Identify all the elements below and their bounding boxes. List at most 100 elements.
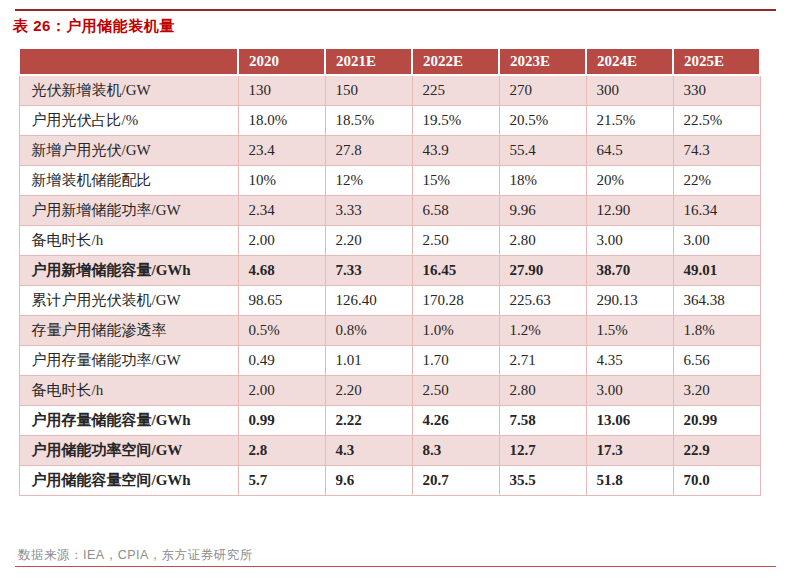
value-cell: 130	[238, 75, 325, 106]
value-cell: 2.34	[238, 196, 325, 226]
value-cell: 49.01	[673, 256, 760, 286]
value-cell: 150	[325, 75, 412, 106]
value-cell: 7.58	[499, 406, 586, 436]
value-cell: 16.45	[412, 256, 499, 286]
row-label: 户用储能功率空间/GW	[19, 436, 238, 466]
value-cell: 225	[412, 75, 499, 106]
value-cell: 12%	[325, 166, 412, 196]
value-cell: 3.00	[673, 226, 760, 256]
value-cell: 3.00	[586, 226, 673, 256]
value-cell: 19.5%	[412, 106, 499, 136]
row-label: 新增装机储能配比	[19, 166, 238, 196]
value-cell: 6.58	[412, 196, 499, 226]
table-title: 表 26：户用储能装机量	[13, 17, 175, 36]
header-row: 2020 2021E 2022E 2023E 2024E 2025E	[19, 48, 760, 75]
value-cell: 170.28	[412, 286, 499, 316]
value-cell: 27.8	[325, 136, 412, 166]
value-cell: 21.5%	[586, 106, 673, 136]
table-row: 新增装机储能配比10%12%15%18%20%22%	[19, 166, 760, 196]
value-cell: 300	[586, 75, 673, 106]
row-label: 户用新增储能容量/GWh	[19, 256, 238, 286]
value-cell: 1.01	[325, 346, 412, 376]
value-cell: 7.33	[325, 256, 412, 286]
table-row: 累计户用光伏装机/GW98.65126.40170.28225.63290.13…	[19, 286, 760, 316]
value-cell: 1.0%	[412, 316, 499, 346]
row-label: 户用新增储能功率/GW	[19, 196, 238, 226]
value-cell: 8.3	[412, 436, 499, 466]
value-cell: 38.70	[586, 256, 673, 286]
value-cell: 9.96	[499, 196, 586, 226]
value-cell: 22.9	[673, 436, 760, 466]
value-cell: 2.00	[238, 226, 325, 256]
table-row: 新增户用光伏/GW23.427.843.955.464.574.3	[19, 136, 760, 166]
table-body: 光伏新增装机/GW130150225270300330户用光伏占比/%18.0%…	[19, 75, 760, 496]
value-cell: 18%	[499, 166, 586, 196]
table-row: 备电时长/h2.002.202.502.803.003.20	[19, 376, 760, 406]
value-cell: 27.90	[499, 256, 586, 286]
value-cell: 0.49	[238, 346, 325, 376]
value-cell: 15%	[412, 166, 499, 196]
value-cell: 43.9	[412, 136, 499, 166]
value-cell: 70.0	[673, 466, 760, 496]
value-cell: 270	[499, 75, 586, 106]
value-cell: 20.5%	[499, 106, 586, 136]
col-header-2023e: 2023E	[499, 48, 586, 75]
value-cell: 290.13	[586, 286, 673, 316]
value-cell: 12.90	[586, 196, 673, 226]
value-cell: 12.7	[499, 436, 586, 466]
row-label: 累计户用光伏装机/GW	[19, 286, 238, 316]
row-label: 户用储能容量空间/GWh	[19, 466, 238, 496]
bottom-divider-rule	[15, 566, 776, 567]
col-header-2020: 2020	[238, 48, 325, 75]
value-cell: 2.20	[325, 226, 412, 256]
table-row: 户用新增储能功率/GW2.343.336.589.9612.9016.34	[19, 196, 760, 226]
table-row: 户用光伏占比/%18.0%18.5%19.5%20.5%21.5%22.5%	[19, 106, 760, 136]
value-cell: 13.06	[586, 406, 673, 436]
col-header-2025e: 2025E	[673, 48, 760, 75]
table-row: 光伏新增装机/GW130150225270300330	[19, 75, 760, 106]
top-divider-rule	[15, 9, 776, 11]
row-label: 备电时长/h	[19, 376, 238, 406]
household-storage-table: 2020 2021E 2022E 2023E 2024E 2025E 光伏新增装…	[18, 47, 761, 496]
table-row: 存量户用储能渗透率0.5%0.8%1.0%1.2%1.5%1.8%	[19, 316, 760, 346]
value-cell: 5.7	[238, 466, 325, 496]
value-cell: 3.00	[586, 376, 673, 406]
value-cell: 364.38	[673, 286, 760, 316]
value-cell: 16.34	[673, 196, 760, 226]
data-source-note: 数据来源：IEA，CPIA，东方证券研究所	[18, 547, 253, 564]
value-cell: 3.20	[673, 376, 760, 406]
value-cell: 18.5%	[325, 106, 412, 136]
row-label: 户用存量储能容量/GWh	[19, 406, 238, 436]
value-cell: 1.8%	[673, 316, 760, 346]
value-cell: 225.63	[499, 286, 586, 316]
value-cell: 2.80	[499, 226, 586, 256]
value-cell: 2.20	[325, 376, 412, 406]
col-header-2021e: 2021E	[325, 48, 412, 75]
value-cell: 1.5%	[586, 316, 673, 346]
value-cell: 35.5	[499, 466, 586, 496]
col-header-blank	[19, 48, 238, 75]
value-cell: 126.40	[325, 286, 412, 316]
value-cell: 2.50	[412, 376, 499, 406]
value-cell: 10%	[238, 166, 325, 196]
value-cell: 17.3	[586, 436, 673, 466]
value-cell: 18.0%	[238, 106, 325, 136]
table-row: 户用存量储能功率/GW0.491.011.702.714.356.56	[19, 346, 760, 376]
value-cell: 2.71	[499, 346, 586, 376]
value-cell: 22.5%	[673, 106, 760, 136]
col-header-2024e: 2024E	[586, 48, 673, 75]
value-cell: 330	[673, 75, 760, 106]
value-cell: 1.70	[412, 346, 499, 376]
value-cell: 0.8%	[325, 316, 412, 346]
value-cell: 55.4	[499, 136, 586, 166]
value-cell: 20.7	[412, 466, 499, 496]
table-row: 户用新增储能容量/GWh4.687.3316.4527.9038.7049.01	[19, 256, 760, 286]
value-cell: 4.68	[238, 256, 325, 286]
value-cell: 4.26	[412, 406, 499, 436]
report-page: 表 26：户用储能装机量 2020 2021E 2022E 2023E 2024…	[0, 0, 800, 580]
value-cell: 2.00	[238, 376, 325, 406]
value-cell: 1.2%	[499, 316, 586, 346]
row-label: 存量户用储能渗透率	[19, 316, 238, 346]
value-cell: 98.65	[238, 286, 325, 316]
value-cell: 3.33	[325, 196, 412, 226]
